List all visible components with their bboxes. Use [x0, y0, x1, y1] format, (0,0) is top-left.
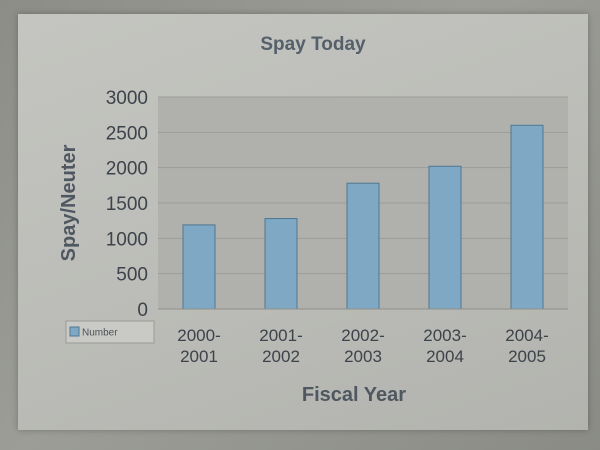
bars — [182, 124, 544, 310]
y-tick-label: 3000 — [106, 88, 148, 109]
x-tick-label: 2004- 2005 — [505, 326, 548, 366]
x-tick-label: 2002- 2003 — [341, 326, 384, 366]
x-axis-title: Fiscal Year — [302, 384, 406, 406]
legend-swatch — [69, 326, 80, 337]
chart-title: Spay Today — [260, 34, 366, 55]
y-tick-label: 1500 — [106, 194, 148, 215]
y-tick-label: 2000 — [106, 159, 148, 180]
x-tick-label-line: 2004 — [426, 347, 464, 366]
legend: Number — [65, 320, 155, 344]
legend-box — [65, 320, 155, 344]
x-tick-label-line: 2005 — [508, 347, 546, 366]
y-axis-ticks: 0 500 1000 1500 2000 2500 3000 — [106, 88, 148, 321]
x-tick-label-line: 2001- — [259, 326, 302, 345]
x-axis-ticks: 2000- 2001 2001- 2002 2002- 2003 2003- 2004 2004… — [177, 326, 548, 366]
legend-label: Number — [82, 328, 118, 339]
y-tick-label: 500 — [116, 265, 148, 286]
y-tick-label: 1000 — [106, 229, 148, 250]
x-tick-label: 2001- 2002 — [259, 326, 302, 366]
y-tick-label: 2500 — [106, 123, 148, 144]
bar-2 — [346, 182, 380, 310]
y-axis-title: Spay/Neuter — [58, 144, 80, 261]
bar-1 — [264, 218, 298, 310]
x-tick-label-line: 2002- — [341, 326, 384, 345]
bar-4 — [510, 124, 544, 310]
x-tick-label-line: 2002 — [262, 347, 300, 366]
y-tick-label: 0 — [137, 300, 148, 321]
bar-0 — [182, 224, 216, 310]
x-tick-label: 2000- 2001 — [177, 326, 220, 366]
x-tick-label-line: 2003 — [344, 347, 382, 366]
x-tick-label-line: 2001 — [180, 347, 218, 366]
x-tick-label-line: 2003- — [423, 326, 466, 345]
x-tick-label-line: 2004- — [505, 326, 548, 345]
bar-3 — [428, 165, 462, 310]
x-tick-label-line: 2000- — [177, 326, 220, 345]
x-tick-label: 2003- 2004 — [423, 326, 466, 366]
